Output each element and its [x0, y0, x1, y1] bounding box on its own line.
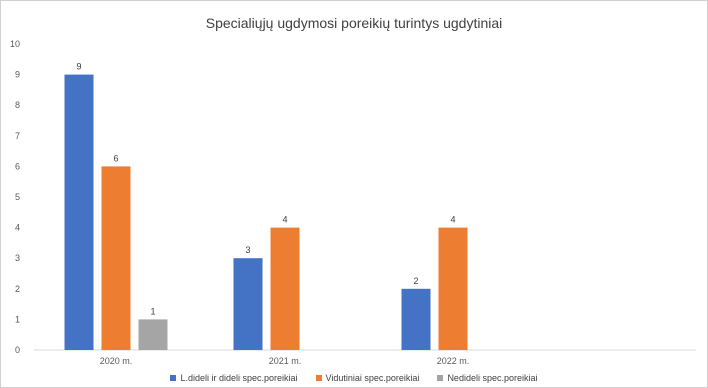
- bar-0-2: [138, 319, 168, 350]
- y-tick-label-4: 4: [15, 223, 20, 233]
- y-tick-label-0: 0: [15, 345, 20, 355]
- y-tick-label-7: 7: [15, 131, 20, 141]
- data-label-1-0: 3: [245, 245, 250, 255]
- legend-label-0: L.dideli ir dideli spec.poreikiai: [180, 373, 298, 383]
- y-tick-label-9: 9: [15, 70, 20, 80]
- legend-swatch-0: [170, 375, 177, 381]
- legend-swatch-2: [437, 375, 444, 381]
- y-tick-label-2: 2: [15, 284, 20, 294]
- legend-item-0: L.dideli ir dideli spec.poreikiai: [170, 373, 298, 383]
- y-tick-label-10: 10: [10, 39, 20, 49]
- bar-2-0: [401, 288, 431, 350]
- data-label-2-0: 2: [413, 276, 418, 286]
- data-label-1-1: 4: [282, 215, 287, 225]
- x-tick-label-1: 2021 m.: [269, 356, 302, 366]
- y-tick-label-3: 3: [15, 253, 20, 263]
- legend-item-2: Nedideli spec.poreikiai: [437, 373, 538, 383]
- legend: L.dideli ir dideli spec.poreikiai Viduti…: [0, 373, 708, 383]
- data-label-0-0: 9: [76, 62, 81, 72]
- legend-swatch-1: [315, 375, 322, 381]
- y-tick-label-6: 6: [15, 161, 20, 171]
- bar-2-1: [438, 227, 468, 350]
- bar-0-1: [101, 166, 131, 350]
- y-tick-label-1: 1: [15, 314, 20, 324]
- bar-1-1: [270, 227, 300, 350]
- bar-0-0: [64, 74, 94, 350]
- data-label-0-1: 6: [113, 153, 118, 163]
- legend-item-1: Vidutiniai spec.poreikiai: [315, 373, 420, 383]
- data-label-2-1: 4: [450, 215, 455, 225]
- legend-label-2: Nedideli spec.poreikiai: [447, 373, 538, 383]
- legend-label-1: Vidutiniai spec.poreikiai: [325, 373, 420, 383]
- chart-title: Specialiųjų ugdymosi poreikių turintys u…: [205, 15, 503, 31]
- y-tick-label-8: 8: [15, 100, 20, 110]
- bar-1-0: [233, 258, 263, 350]
- x-tick-label-0: 2020 m.: [100, 356, 133, 366]
- data-label-0-2: 1: [150, 306, 155, 316]
- y-tick-label-5: 5: [15, 192, 20, 202]
- x-tick-label-2: 2022 m.: [437, 356, 470, 366]
